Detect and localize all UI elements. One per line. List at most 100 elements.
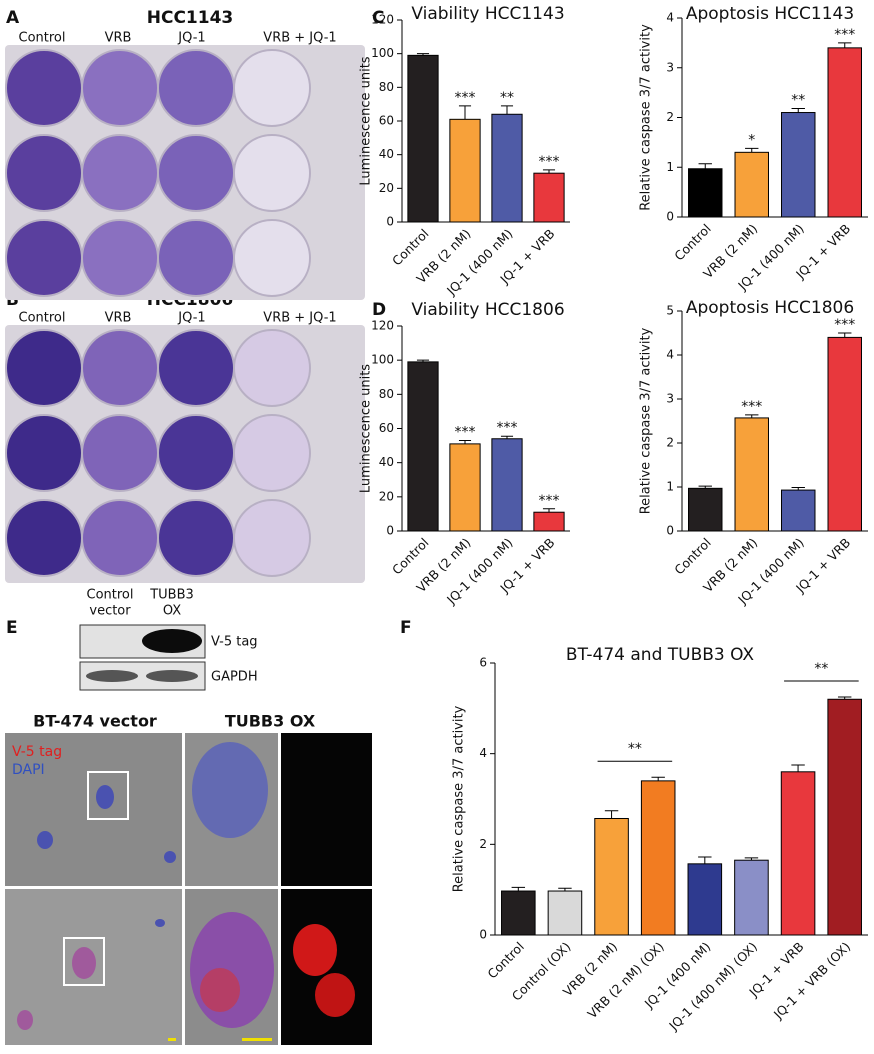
well bbox=[81, 414, 159, 492]
significance: *** bbox=[741, 399, 762, 415]
error-bar bbox=[698, 856, 712, 864]
micro-image bbox=[5, 733, 182, 886]
y-tick-label: 40 bbox=[379, 147, 394, 161]
bar bbox=[449, 118, 481, 223]
y-tick-label: 0 bbox=[479, 928, 487, 942]
bar bbox=[449, 443, 481, 532]
significance: *** bbox=[834, 317, 855, 333]
well bbox=[157, 414, 235, 492]
well bbox=[5, 499, 83, 577]
x-tick-label: JQ-1 (400 nM) (OX) bbox=[665, 939, 760, 1034]
y-tick-label: 4 bbox=[666, 348, 674, 362]
y-tick-label: 1 bbox=[666, 160, 674, 174]
y-axis-label: Luminescence units bbox=[359, 56, 374, 185]
y-tick-label: 3 bbox=[666, 60, 674, 74]
significance: *** bbox=[539, 154, 560, 170]
significance: *** bbox=[455, 90, 476, 106]
bar bbox=[640, 780, 676, 936]
y-tick-label: 120 bbox=[371, 319, 394, 333]
error-bar bbox=[837, 696, 852, 700]
well bbox=[157, 219, 235, 297]
bar bbox=[491, 113, 523, 223]
x-tick-label: Control bbox=[389, 226, 432, 269]
zoom-box bbox=[87, 771, 129, 820]
error-bar bbox=[542, 169, 556, 174]
bar bbox=[533, 511, 565, 532]
error-bar bbox=[416, 53, 430, 56]
significance: *** bbox=[539, 493, 560, 509]
y-axis-label: Relative caspase 3/7 activity bbox=[639, 24, 654, 211]
well bbox=[81, 134, 159, 212]
chart-title: Apoptosis HCC1143 bbox=[686, 4, 854, 24]
significance: ** bbox=[791, 93, 805, 109]
bar bbox=[533, 172, 565, 223]
bar bbox=[734, 151, 769, 218]
y-tick-label: 2 bbox=[666, 436, 674, 450]
blot-band bbox=[86, 670, 138, 682]
y-tick-label: 4 bbox=[666, 11, 674, 25]
error-bar bbox=[791, 764, 805, 772]
y-tick-label: 100 bbox=[371, 353, 394, 367]
well bbox=[5, 329, 83, 407]
well bbox=[233, 219, 311, 297]
bar bbox=[407, 361, 439, 532]
x-tick-label: Control bbox=[671, 221, 714, 264]
well bbox=[5, 219, 83, 297]
bar bbox=[827, 336, 862, 532]
cell bbox=[315, 973, 355, 1017]
bar bbox=[687, 863, 723, 936]
error-bar bbox=[542, 508, 556, 513]
y-tick-label: 6 bbox=[479, 656, 487, 670]
plate-column: Control bbox=[19, 311, 66, 326]
error-bar bbox=[458, 105, 472, 120]
bar bbox=[688, 487, 723, 532]
well bbox=[81, 329, 159, 407]
panel-letter: E bbox=[6, 618, 18, 638]
well bbox=[5, 49, 83, 127]
blot-row: GAPDH bbox=[211, 670, 258, 685]
y-tick-label: 40 bbox=[379, 455, 394, 469]
y-tick-label: 2 bbox=[666, 110, 674, 124]
bracket-label: ** bbox=[628, 741, 642, 757]
stain-label: V-5 tag bbox=[12, 744, 62, 760]
micro-image bbox=[281, 733, 372, 886]
error-bar bbox=[500, 435, 514, 439]
y-tick-label: 20 bbox=[379, 489, 394, 503]
plate-column: Control bbox=[19, 31, 66, 46]
plate-column: JQ-1 bbox=[177, 311, 205, 326]
y-tick-label: 60 bbox=[379, 421, 394, 435]
error-bar bbox=[698, 485, 712, 489]
well bbox=[157, 49, 235, 127]
significance: * bbox=[748, 132, 755, 148]
chart-title: Viability HCC1143 bbox=[411, 4, 564, 24]
image-title: BT-474 vector bbox=[33, 712, 157, 731]
scale-bar bbox=[242, 1038, 272, 1041]
cell bbox=[192, 742, 268, 838]
well bbox=[233, 499, 311, 577]
y-axis-label: Luminescence units bbox=[359, 364, 374, 493]
blot-band bbox=[146, 670, 198, 682]
cell bbox=[96, 785, 114, 809]
y-tick-label: 2 bbox=[479, 837, 487, 851]
bar bbox=[734, 859, 769, 936]
well bbox=[233, 329, 311, 407]
significance: *** bbox=[455, 424, 476, 440]
error-bar bbox=[558, 887, 572, 892]
plate-column: JQ-1 bbox=[177, 31, 205, 46]
y-axis-label: Relative caspase 3/7 activity bbox=[452, 705, 467, 892]
stain-label: DAPI bbox=[12, 762, 45, 778]
plate-column: VRB bbox=[105, 311, 132, 326]
chart-title: BT-474 and TUBB3 OX bbox=[566, 645, 755, 665]
y-tick-label: 80 bbox=[379, 387, 394, 401]
y-tick-label: 0 bbox=[386, 215, 394, 229]
y-tick-label: 3 bbox=[666, 392, 674, 406]
blot-column: vector bbox=[89, 604, 131, 619]
cell bbox=[164, 851, 176, 863]
error-bar bbox=[838, 332, 852, 338]
well bbox=[157, 329, 235, 407]
blot-row: V-5 tag bbox=[211, 635, 258, 650]
y-tick-label: 4 bbox=[479, 746, 487, 760]
error-bar bbox=[604, 810, 619, 819]
